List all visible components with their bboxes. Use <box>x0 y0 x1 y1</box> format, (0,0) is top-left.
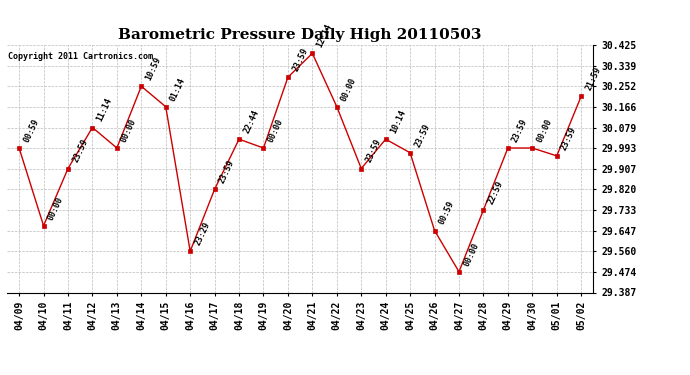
Text: 11:14: 11:14 <box>95 97 114 123</box>
Text: 00:59: 00:59 <box>437 200 456 226</box>
Text: 00:59: 00:59 <box>22 117 41 144</box>
Text: 00:00: 00:00 <box>462 241 480 268</box>
Text: 22:44: 22:44 <box>241 108 261 135</box>
Text: 23:59: 23:59 <box>413 122 432 148</box>
Text: 00:00: 00:00 <box>46 195 65 222</box>
Text: 21:59: 21:59 <box>584 66 602 92</box>
Text: 23:29: 23:29 <box>193 220 212 247</box>
Text: 23:59: 23:59 <box>217 159 236 185</box>
Text: Copyright 2011 Cartronics.com: Copyright 2011 Cartronics.com <box>8 53 153 62</box>
Text: 00:00: 00:00 <box>339 76 358 103</box>
Text: 00:00: 00:00 <box>266 117 285 144</box>
Text: 10:59: 10:59 <box>144 56 163 82</box>
Text: 22:59: 22:59 <box>486 179 505 206</box>
Text: 00:00: 00:00 <box>535 117 554 144</box>
Text: 00:00: 00:00 <box>119 117 139 144</box>
Text: 23:59: 23:59 <box>364 138 383 164</box>
Text: 12:14: 12:14 <box>315 23 334 49</box>
Text: 23:59: 23:59 <box>290 46 309 73</box>
Text: 23:59: 23:59 <box>560 125 578 152</box>
Title: Barometric Pressure Daily High 20110503: Barometric Pressure Daily High 20110503 <box>119 28 482 42</box>
Text: 23:59: 23:59 <box>71 138 90 164</box>
Text: 23:59: 23:59 <box>511 117 529 144</box>
Text: 10:14: 10:14 <box>388 108 407 135</box>
Text: 01:14: 01:14 <box>168 76 187 103</box>
